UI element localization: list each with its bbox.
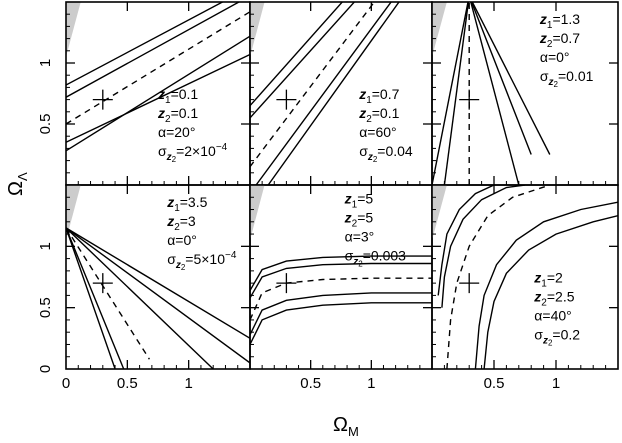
- y-axis-label: ΩΛ: [5, 172, 30, 196]
- contour-solid: [483, 215, 618, 369]
- contour-dashed: [66, 227, 150, 360]
- contour-solid: [470, 2, 532, 155]
- annotation-line: z1=0.1: [157, 86, 198, 106]
- fiducial-cross-marker: [276, 273, 297, 294]
- annotation-line: z2=0.1: [358, 105, 399, 125]
- panel-frame: [249, 184, 433, 370]
- panel-bottom-middle: z1=5z2=5α=3° σz2=0.003: [249, 184, 433, 370]
- y-tick-label: 0: [37, 365, 54, 373]
- x-tick-label: 1: [552, 375, 560, 392]
- annotation-line: z1=5: [344, 190, 374, 210]
- contour-solid: [441, 185, 526, 308]
- annotation-line: z2=3: [166, 213, 196, 233]
- annotation-line: σz2=0.04: [359, 143, 413, 164]
- annotation-line: z1=2: [533, 270, 563, 290]
- fiducial-cross-marker: [92, 273, 113, 294]
- fiducial-cross-marker: [459, 89, 480, 110]
- contour-solid: [250, 302, 432, 345]
- annotation-line: z1=3.5: [166, 194, 207, 214]
- x-tick-label: 1: [367, 375, 375, 392]
- panel-bottom-left: z1=3.5z2=3α=0° σz2=5×10−4: [65, 184, 251, 370]
- annotation-line: σz2=0.003: [345, 247, 407, 268]
- contour-solid: [432, 2, 469, 185]
- panel-top-left: z1=0.1z2=0.1α=20° σz2=2×10−4: [65, 1, 251, 186]
- contour-solid: [443, 2, 470, 185]
- y-tick-label: 1: [37, 242, 54, 250]
- panel-bottom-right: z1=2z2=2.5α=40° σz2=0.2: [431, 184, 619, 370]
- contour-solid: [250, 2, 356, 119]
- annotation-line: z2=2.5: [533, 289, 574, 309]
- contour-solid: [255, 2, 392, 185]
- contour-solid: [66, 227, 250, 339]
- y-tick-label: 1: [37, 59, 54, 67]
- panels-group: z1=0.1z2=0.1α=20°σz2=2×10−4z1=0.7z2=0.1α…: [65, 1, 619, 370]
- contour-solid: [250, 2, 344, 107]
- annotation-line: z1=1.3: [539, 11, 580, 31]
- annotation-line: σz2=0.01: [540, 68, 594, 89]
- excluded-region: [432, 185, 447, 241]
- contour-solid: [66, 227, 125, 369]
- x-axis-label: ΩM: [333, 414, 359, 439]
- contour-solid: [267, 2, 400, 185]
- contour-solid: [66, 35, 250, 152]
- annotation-line: α=0°: [540, 49, 570, 65]
- contour-solid: [250, 292, 432, 336]
- excluded-region: [432, 2, 447, 57]
- annotation-line: σz2=5×10−4: [167, 250, 237, 272]
- x-tick-label: 0.5: [300, 375, 321, 392]
- panel-top-right: z1=1.3z2=0.7α=0° σz2=0.01: [431, 1, 619, 186]
- annotation-line: z2=0.1: [157, 105, 198, 125]
- excluded-region: [250, 2, 265, 57]
- contour-solid: [437, 185, 500, 296]
- annotation-line: α=40°: [534, 308, 571, 324]
- annotation-line: α=3°: [345, 228, 375, 244]
- contour-solid: [471, 2, 551, 155]
- y-tick-label: 0.5: [37, 297, 54, 318]
- annotation-line: σz2=0.2: [534, 327, 580, 348]
- x-tick-label: 0.5: [484, 375, 505, 392]
- x-tick-label: 0: [62, 375, 70, 392]
- annotation-line: α=60°: [359, 124, 396, 140]
- fiducial-cross-marker: [276, 89, 297, 110]
- contour-solid: [470, 2, 520, 185]
- contour-solid: [66, 227, 116, 369]
- annotation-line: α=20°: [158, 124, 195, 140]
- annotation-line: z1=0.7: [358, 86, 399, 106]
- ticks-group: 0 0.5 1 0.5 1 0.5 1 0.5 1 0 0.5 1: [37, 59, 560, 392]
- contour-dashed: [250, 2, 376, 168]
- contour-solid: [66, 227, 250, 364]
- panel-frame: [431, 1, 619, 186]
- excluded-region: [66, 2, 81, 57]
- contour-solid: [66, 227, 214, 369]
- annotation-line: σz2=2×10−4: [158, 142, 228, 164]
- x-tick-label: 0.5: [117, 375, 138, 392]
- y-tick-label: 0.5: [37, 114, 54, 135]
- contour-solid: [250, 255, 432, 291]
- annotation-line: z2=0.7: [539, 30, 580, 50]
- panel-frame: [431, 184, 619, 370]
- annotation-line: z2=5: [344, 209, 374, 229]
- contour-dashed: [66, 11, 250, 125]
- contour-dashed: [446, 185, 551, 369]
- contour-solid: [250, 262, 432, 299]
- fiducial-cross-marker: [92, 89, 113, 110]
- excluded-region: [66, 185, 81, 241]
- panel-top-middle: z1=0.7z2=0.1α=60° σz2=0.04: [249, 1, 433, 186]
- contour-solid: [474, 201, 618, 369]
- excluded-region: [250, 185, 265, 241]
- contour-solid: [66, 53, 250, 143]
- x-tick-label: 1: [184, 375, 192, 392]
- annotation-line: α=0°: [167, 232, 197, 248]
- fiducial-cross-marker: [459, 273, 480, 294]
- panel-frame: [65, 184, 251, 370]
- contour-solid: [66, 2, 224, 86]
- contour-solid: [66, 2, 241, 98]
- contour-dashed: [250, 277, 432, 321]
